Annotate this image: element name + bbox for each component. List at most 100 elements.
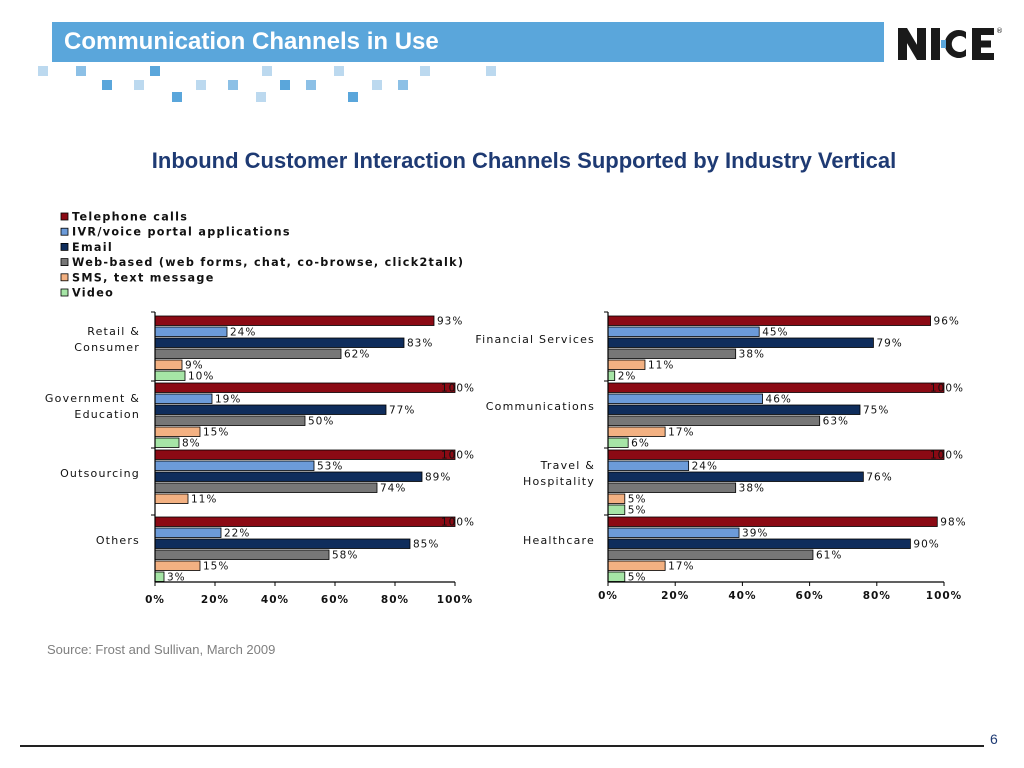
category-label: Retail &	[87, 325, 140, 338]
banner-square	[76, 66, 86, 76]
data-label: 83%	[407, 338, 433, 350]
bar	[607, 426, 666, 437]
page-number: 6	[990, 731, 998, 747]
bar	[607, 493, 626, 504]
banner-square	[196, 80, 206, 90]
bar	[607, 326, 760, 337]
bar	[607, 449, 945, 460]
bar	[607, 315, 931, 326]
data-label: 38%	[739, 483, 765, 495]
bar	[154, 382, 456, 393]
legend-swatch	[60, 212, 69, 221]
x-tick-label: 0%	[145, 594, 165, 606]
data-label: 5%	[628, 572, 647, 584]
x-tick-label: 80%	[863, 590, 891, 602]
data-label: 19%	[215, 394, 241, 406]
category-label: Travel &	[540, 459, 595, 472]
bar	[607, 571, 626, 582]
data-label: 63%	[823, 416, 849, 428]
data-label: 3%	[167, 572, 186, 584]
data-label: 85%	[413, 539, 439, 551]
bar	[607, 560, 666, 571]
data-label: 76%	[866, 472, 892, 484]
data-label: 62%	[344, 349, 370, 361]
bar	[607, 460, 690, 471]
bar	[154, 482, 378, 493]
bar	[154, 315, 435, 326]
bar	[607, 527, 740, 538]
bar	[154, 437, 180, 448]
data-label: 38%	[739, 349, 765, 361]
data-label: 100%	[441, 450, 475, 462]
data-label: 93%	[437, 316, 463, 328]
legend-label: Video	[72, 287, 114, 300]
x-tick-label: 20%	[661, 590, 689, 602]
bar	[154, 348, 342, 359]
data-label: 77%	[389, 405, 415, 417]
data-label: 50%	[308, 416, 334, 428]
bar	[154, 415, 306, 426]
bar	[607, 382, 945, 393]
data-label: 17%	[668, 561, 694, 573]
bar	[607, 393, 763, 404]
data-label: 8%	[182, 438, 201, 450]
bar	[154, 560, 201, 571]
data-label: 24%	[230, 327, 256, 339]
category-label: Education	[74, 408, 140, 421]
legend-label: SMS, text message	[72, 271, 215, 284]
bar	[607, 404, 861, 415]
bar	[607, 471, 864, 482]
legend-label: Web-based (web forms, chat, co-browse, c…	[72, 256, 464, 269]
bar	[154, 449, 456, 460]
bar	[607, 549, 814, 560]
category-label: Financial Services	[475, 333, 595, 346]
bar	[154, 571, 165, 582]
x-tick-label: 60%	[321, 594, 349, 606]
x-tick-label: 40%	[261, 594, 289, 606]
bar	[154, 393, 213, 404]
banner-square	[486, 66, 496, 76]
data-label: 17%	[668, 427, 694, 439]
category-label: Healthcare	[523, 534, 595, 547]
banner-square	[334, 66, 344, 76]
banner-square	[228, 80, 238, 90]
legend-label: IVR/voice portal applications	[72, 226, 291, 239]
data-label: 11%	[648, 360, 674, 372]
data-label: 89%	[425, 472, 451, 484]
banner-square	[134, 80, 144, 90]
x-tick-label: 80%	[381, 594, 409, 606]
slide-title: Communication Channels in Use	[64, 28, 439, 55]
data-label: 79%	[876, 338, 902, 350]
data-label: 6%	[631, 438, 650, 450]
bar	[154, 471, 423, 482]
x-tick-label: 20%	[201, 594, 229, 606]
banner-square	[172, 92, 182, 102]
banner-square	[306, 80, 316, 90]
data-label: 2%	[618, 371, 637, 383]
x-tick-label: 100%	[926, 590, 962, 602]
data-label: 100%	[441, 517, 475, 529]
bar	[154, 426, 201, 437]
banner-square	[38, 66, 48, 76]
x-tick-label: 60%	[796, 590, 824, 602]
data-label: 58%	[332, 550, 358, 562]
data-label: 15%	[203, 561, 229, 573]
data-label: 11%	[191, 494, 217, 506]
category-label: Others	[96, 534, 140, 547]
banner-square	[420, 66, 430, 76]
banner-square	[102, 80, 112, 90]
bar	[154, 337, 405, 348]
bar	[607, 504, 626, 515]
legend-swatch	[60, 288, 69, 297]
bar	[607, 359, 646, 370]
category-label: Government &	[45, 392, 140, 405]
x-tick-label: 0%	[598, 590, 618, 602]
bar	[607, 482, 737, 493]
bar	[154, 527, 222, 538]
source-note: Source: Frost and Sullivan, March 2009	[47, 642, 276, 657]
data-label: 53%	[317, 461, 343, 473]
bar	[154, 549, 330, 560]
bar	[154, 460, 315, 471]
data-label: 5%	[628, 505, 647, 517]
